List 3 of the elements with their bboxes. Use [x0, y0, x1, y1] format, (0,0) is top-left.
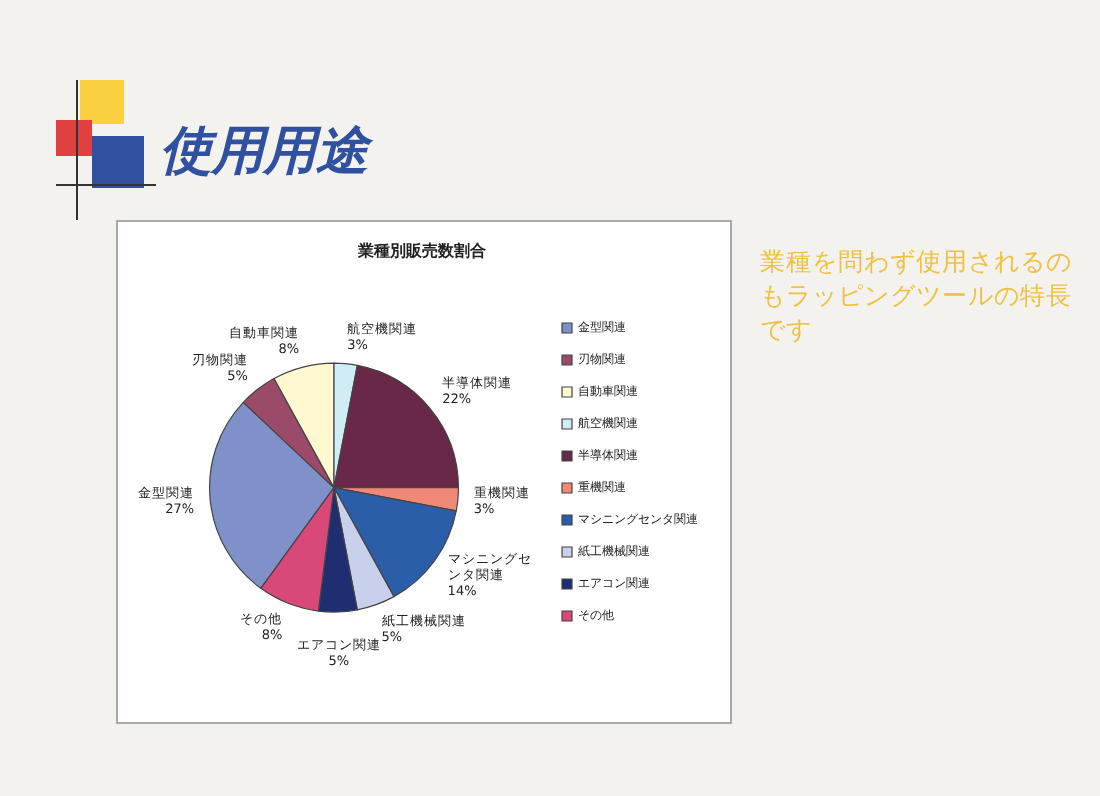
chart-title: 業種別販売数割合	[356, 242, 488, 261]
text: 使用用途	[160, 120, 368, 186]
text: 業種を問わず使用されるのもラッピングツールの特長です	[760, 244, 1074, 346]
